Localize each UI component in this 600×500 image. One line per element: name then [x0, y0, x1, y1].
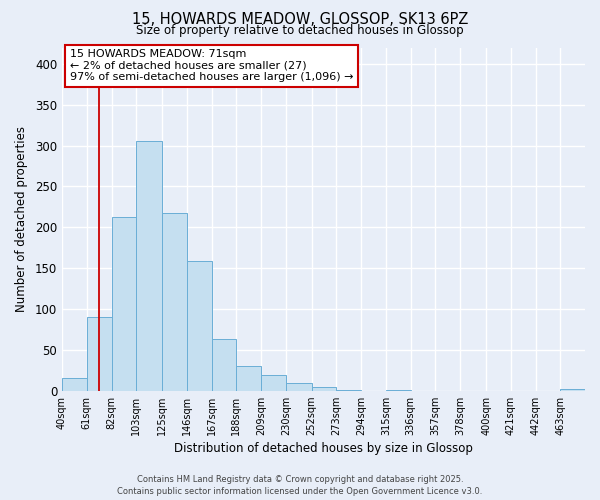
- Bar: [112, 218, 136, 390]
- Bar: [261, 375, 286, 390]
- Text: Contains HM Land Registry data © Crown copyright and database right 2025.
Contai: Contains HM Land Registry data © Crown c…: [118, 475, 482, 496]
- Bar: [187, 261, 212, 390]
- Bar: [560, 389, 585, 390]
- Text: Size of property relative to detached houses in Glossop: Size of property relative to detached ho…: [136, 24, 464, 37]
- Text: 15 HOWARDS MEADOW: 71sqm
← 2% of detached houses are smaller (27)
97% of semi-de: 15 HOWARDS MEADOW: 71sqm ← 2% of detache…: [70, 49, 353, 82]
- Bar: [162, 214, 187, 390]
- Y-axis label: Number of detached properties: Number of detached properties: [15, 126, 28, 312]
- Bar: [62, 378, 87, 390]
- Bar: [236, 366, 261, 390]
- X-axis label: Distribution of detached houses by size in Glossop: Distribution of detached houses by size …: [174, 442, 473, 455]
- Bar: [286, 382, 312, 390]
- Bar: [212, 339, 236, 390]
- Text: 15, HOWARDS MEADOW, GLOSSOP, SK13 6PZ: 15, HOWARDS MEADOW, GLOSSOP, SK13 6PZ: [132, 12, 468, 28]
- Bar: [87, 317, 112, 390]
- Bar: [312, 388, 337, 390]
- Bar: [136, 142, 162, 390]
